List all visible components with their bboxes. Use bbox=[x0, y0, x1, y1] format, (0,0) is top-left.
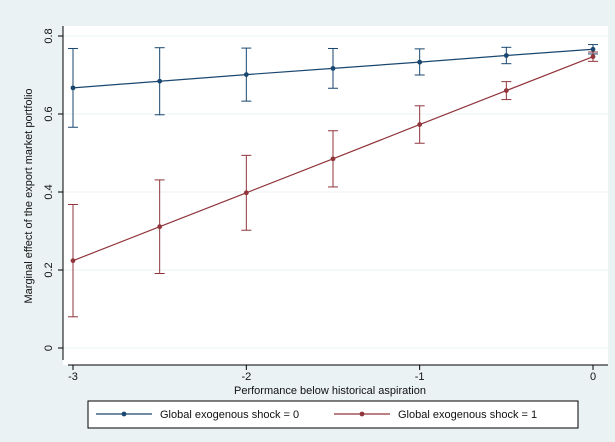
legend-marker-0 bbox=[121, 411, 127, 417]
y-tick-label-3: 0.6 bbox=[43, 106, 55, 121]
data-point-0-2 bbox=[243, 72, 249, 78]
data-point-1-4 bbox=[417, 122, 423, 127]
y-axis-ticks: 0 0.2 0.4 0.6 0.8 bbox=[43, 28, 63, 351]
legend-marker-1 bbox=[359, 411, 365, 417]
x-tick-label-0: -3 bbox=[68, 371, 78, 383]
x-tick-label-3: 0 bbox=[590, 371, 596, 383]
data-point-0-3 bbox=[330, 65, 336, 71]
y-tick-label-0: 0 bbox=[43, 345, 55, 351]
x-axis-ticks: -3 -2 -1 0 bbox=[68, 365, 596, 383]
legend-box bbox=[87, 400, 579, 429]
legend: Global exogenous shock = 0 Global exogeno… bbox=[87, 400, 579, 429]
x-axis-title: Performance below historical aspiration bbox=[234, 385, 426, 397]
legend-label-0: Global exogenous shock = 0 bbox=[160, 409, 299, 421]
x-tick-label-1: -2 bbox=[241, 371, 251, 383]
data-point-0-1 bbox=[157, 78, 163, 84]
plot-area bbox=[63, 26, 608, 365]
data-point-1-3 bbox=[330, 156, 336, 162]
series-0 bbox=[68, 44, 598, 128]
y-tick-label-1: 0.2 bbox=[43, 262, 55, 277]
data-point-1-1 bbox=[157, 224, 163, 230]
data-point-1-2 bbox=[243, 190, 249, 196]
data-point-0-6 bbox=[590, 46, 596, 52]
legend-label-1: Global exogenous shock = 1 bbox=[398, 409, 537, 421]
data-point-1-5 bbox=[503, 88, 509, 93]
x-tick-label-2: -1 bbox=[415, 371, 425, 383]
y-tick-label-4: 0.8 bbox=[43, 28, 55, 43]
data-point-0-4 bbox=[417, 59, 423, 65]
data-point-1-6 bbox=[590, 54, 596, 60]
data-point-0-5 bbox=[503, 53, 509, 58]
series-group bbox=[68, 44, 598, 318]
y-tick-label-2: 0.4 bbox=[43, 184, 55, 199]
data-point-0-0 bbox=[70, 85, 76, 91]
data-point-1-0 bbox=[70, 258, 76, 264]
y-axis-title: Marginal effect of the export market por… bbox=[23, 88, 35, 303]
series-1 bbox=[68, 51, 598, 318]
grid-lines bbox=[63, 35, 608, 349]
